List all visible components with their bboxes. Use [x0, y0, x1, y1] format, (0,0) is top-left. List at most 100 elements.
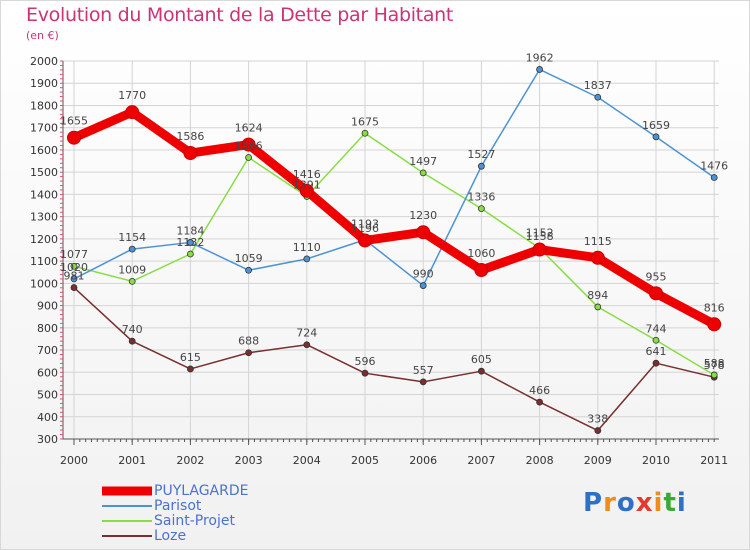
y-tick-label: 1300 — [30, 211, 58, 224]
data-label: 588 — [704, 357, 725, 370]
data-point — [710, 371, 718, 379]
data-label: 1566 — [235, 140, 263, 153]
data-point — [649, 286, 663, 301]
data-label: 1152 — [526, 227, 554, 240]
x-tick-label: 2002 — [176, 454, 204, 467]
data-point — [361, 369, 369, 377]
data-label: 744 — [646, 322, 667, 335]
data-label: 1020 — [60, 261, 88, 274]
data-label: 605 — [471, 353, 492, 366]
x-tick-label: 2008 — [526, 454, 554, 467]
data-label: 1624 — [235, 122, 263, 135]
data-label: 557 — [413, 364, 434, 377]
legend-swatch — [102, 535, 152, 537]
data-point — [245, 349, 253, 357]
data-point — [594, 93, 602, 101]
series-line — [73, 286, 715, 432]
data-point — [419, 169, 427, 177]
data-point — [532, 242, 547, 257]
chart-subtitle: (en €) — [26, 29, 59, 42]
y-tick-label: 2000 — [30, 55, 58, 68]
data-point — [186, 239, 194, 246]
x-tick-label: 2005 — [351, 454, 379, 467]
chart-title: Evolution du Montant de la Dette par Hab… — [26, 4, 454, 26]
data-point — [590, 250, 605, 265]
legend-label: PUYLAGARDE — [154, 483, 249, 499]
series-line — [73, 132, 715, 376]
data-label: 1115 — [584, 235, 612, 248]
data-label: 740 — [122, 323, 143, 336]
y-tick-label: 900 — [37, 300, 58, 313]
data-label: 1196 — [351, 222, 379, 235]
data-point — [303, 255, 311, 263]
data-label: 1770 — [118, 89, 146, 102]
data-label: 1110 — [293, 241, 321, 254]
data-point — [594, 427, 602, 434]
data-label: 816 — [704, 301, 725, 314]
data-label: 1059 — [235, 252, 263, 265]
data-label: 338 — [587, 413, 608, 426]
data-point — [477, 205, 485, 213]
data-label: 894 — [587, 289, 608, 302]
x-tick-label: 2001 — [118, 454, 146, 467]
x-tick-label: 2004 — [293, 454, 321, 467]
data-point — [186, 250, 194, 258]
y-tick-label: 700 — [37, 344, 58, 357]
legend-swatch — [102, 505, 152, 507]
data-point — [652, 359, 660, 367]
series-line — [69, 107, 719, 329]
logo-letter: i — [653, 488, 664, 518]
x-tick-label: 2000 — [60, 454, 88, 467]
data-label: 1060 — [467, 247, 495, 260]
data-point — [70, 284, 78, 291]
data-label: 1655 — [60, 115, 88, 128]
series-line — [73, 68, 715, 287]
data-point — [536, 398, 543, 406]
data-point — [594, 303, 602, 311]
y-tick-label: 1800 — [30, 99, 58, 112]
data-label: 1659 — [642, 119, 670, 132]
x-tick-label: 2011 — [700, 454, 728, 467]
y-tick-label: 500 — [37, 389, 58, 402]
data-point — [245, 154, 253, 161]
data-label: 1184 — [176, 224, 204, 237]
logo-letter: o — [616, 488, 636, 518]
y-tick-label: 1200 — [30, 233, 58, 246]
y-tick-label: 400 — [37, 411, 58, 424]
y-tick-label: 1900 — [30, 77, 58, 90]
data-label: 1527 — [467, 148, 495, 161]
logo-letter: x — [635, 488, 654, 518]
data-label: 1077 — [60, 248, 88, 261]
x-tick-label: 2003 — [235, 454, 263, 467]
data-label: 1962 — [526, 51, 554, 64]
y-tick-label: 1500 — [30, 166, 58, 179]
y-tick-label: 1000 — [30, 277, 58, 290]
y-tick-label: 1600 — [30, 144, 58, 157]
data-label: 1476 — [700, 160, 728, 173]
data-label: 1158 — [526, 230, 554, 243]
y-tick-label: 1100 — [30, 255, 58, 268]
data-point — [70, 275, 78, 283]
data-point — [358, 233, 372, 248]
data-label: 615 — [180, 351, 201, 364]
y-tick-label: 300 — [37, 433, 58, 446]
data-point — [707, 317, 722, 332]
y-tick-label: 1400 — [30, 188, 58, 201]
data-point — [710, 174, 718, 181]
y-tick-label: 600 — [37, 366, 58, 379]
data-point — [419, 378, 427, 386]
data-point — [419, 282, 427, 289]
data-label: 1154 — [118, 231, 146, 244]
data-point — [67, 130, 81, 145]
data-label: 1586 — [176, 130, 204, 143]
x-tick-label: 2006 — [409, 454, 437, 467]
data-label: 578 — [704, 359, 725, 372]
data-label: 466 — [529, 384, 550, 397]
logo-letter: P — [583, 488, 604, 518]
logo-letter: r — [603, 488, 617, 518]
data-label: 1336 — [467, 191, 495, 204]
data-point — [652, 336, 660, 344]
legend-label: Parisot — [154, 498, 202, 514]
legend-swatch — [102, 520, 152, 522]
